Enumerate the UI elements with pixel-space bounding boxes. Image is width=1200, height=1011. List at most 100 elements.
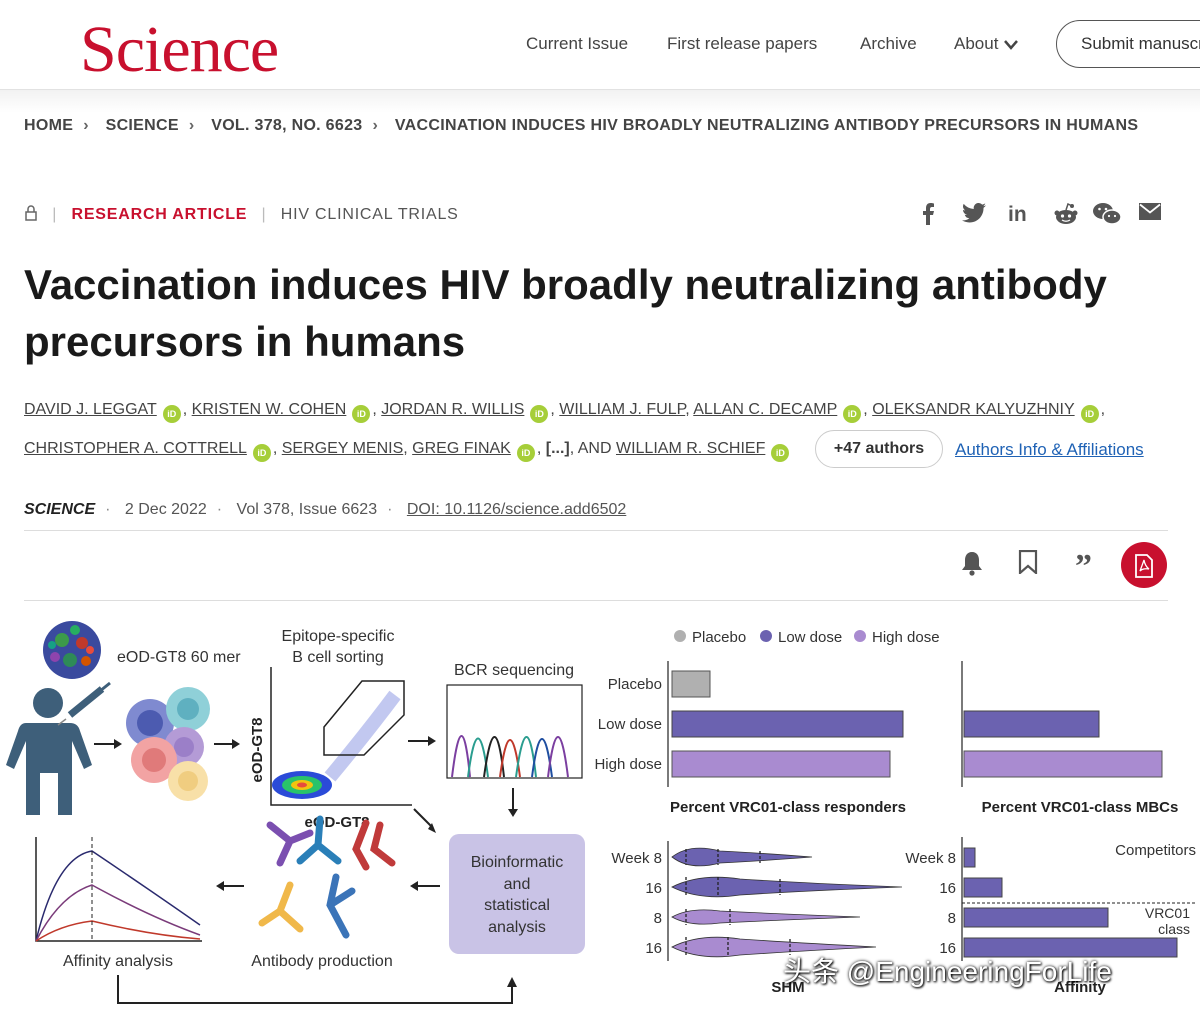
- more-authors-button[interactable]: +47 authors: [815, 430, 943, 468]
- orcid-icon[interactable]: iD: [516, 444, 535, 462]
- legend-swatch-placebo: [674, 630, 686, 642]
- category-placebo: Placebo: [608, 676, 662, 693]
- bookmark-icon[interactable]: [1018, 549, 1038, 580]
- chevron-down-icon: [1004, 39, 1019, 50]
- watermark: 头条 @EngineeringForLife: [783, 956, 1112, 987]
- antibodies-icon: [258, 815, 396, 939]
- author-link[interactable]: GREG FINAK: [412, 440, 511, 457]
- category-low-dose: Low dose: [598, 716, 662, 733]
- affinity-row-4: 16: [939, 940, 956, 957]
- bell-icon[interactable]: [960, 550, 984, 582]
- bar-placebo: [671, 670, 711, 698]
- article-type: RESEARCH ARTICLE: [71, 206, 248, 223]
- breadcrumb-volume[interactable]: VOL. 378, NO. 6623: [211, 117, 363, 134]
- article-category[interactable]: HIV CLINICAL TRIALS: [280, 206, 459, 223]
- sorting-label-2: B cell sorting: [292, 649, 384, 666]
- bioinfo-box: [449, 834, 585, 954]
- pdf-download-button[interactable]: [1121, 542, 1167, 588]
- authors-affiliations-link[interactable]: Authors Info & Affiliations: [955, 440, 1144, 459]
- email-icon[interactable]: [1139, 203, 1161, 226]
- reddit-icon[interactable]: [1053, 202, 1079, 231]
- shm-chart: Week 8 16 8 16 SHM: [611, 841, 903, 996]
- author-link[interactable]: SERGEY MENIS: [281, 440, 404, 457]
- breadcrumb: HOME › SCIENCE › VOL. 378, NO. 6623 › VACCI…: [24, 117, 1148, 135]
- bar-low-dose: [671, 710, 904, 738]
- immunogen-label: eOD-GT8 60 mer: [117, 649, 241, 666]
- affinity-row-1: Week 8: [905, 850, 956, 867]
- article-meta: | RESEARCH ARTICLE | HIV CLINICAL TRIALS: [24, 205, 459, 224]
- nav-first-release[interactable]: First release papers: [667, 34, 818, 53]
- orcid-icon[interactable]: iD: [252, 444, 271, 462]
- divider: [24, 530, 1168, 531]
- orcid-icon[interactable]: iD: [843, 405, 862, 423]
- affinity-label: Affinity: [1054, 979, 1106, 996]
- author-link[interactable]: DAVID J. LEGGAT: [24, 401, 157, 418]
- shm-row-2: 16: [645, 880, 662, 897]
- author-link[interactable]: KRISTEN W. COHEN: [191, 401, 347, 418]
- chevron-right-icon: ›: [372, 117, 379, 134]
- submit-manuscript-button[interactable]: Submit manuscript: [1056, 20, 1200, 68]
- author-link[interactable]: WILLIAM J. FULP: [559, 401, 686, 418]
- author-link[interactable]: ALLAN C. DECAMP: [693, 401, 838, 418]
- pdf-icon: [1135, 554, 1153, 579]
- affinity-curves: [35, 837, 202, 942]
- orcid-icon[interactable]: iD: [771, 444, 790, 462]
- publication-info: SCIENCE · 2 Dec 2022 · Vol 378, Issue 6623…: [24, 501, 627, 518]
- divider: [24, 600, 1168, 601]
- breadcrumb-home[interactable]: HOME: [24, 117, 74, 134]
- legend-swatch-high: [854, 630, 866, 642]
- orcid-icon[interactable]: iD: [1080, 405, 1099, 423]
- nav-current-issue[interactable]: Current Issue: [526, 34, 629, 53]
- affinity-row-3: 8: [948, 910, 956, 927]
- axis-y-label: eOD-GT8: [249, 717, 266, 782]
- author-link[interactable]: WILLIAM R. SCHIEF: [615, 440, 766, 457]
- top-bar: Science Current Issue First release pape…: [0, 0, 1200, 90]
- legend-high-dose: High dose: [872, 629, 940, 646]
- shm-row-1: Week 8: [611, 850, 662, 867]
- orcid-icon[interactable]: iD: [530, 405, 549, 423]
- responders-label: Percent VRC01-class responders: [670, 799, 906, 816]
- orcid-icon[interactable]: iD: [162, 405, 181, 423]
- nanoparticle-icon: [43, 621, 101, 679]
- chevron-right-icon: ›: [188, 117, 195, 134]
- vrc01-class-line-2: class: [1158, 921, 1190, 937]
- chromatogram: [446, 684, 583, 779]
- mbcs-chart: Percent VRC01-class MBCs: [961, 661, 1178, 816]
- graphical-abstract: eOD-GT8 60 mer Epitope-specific B cell s…: [6, 621, 1196, 1004]
- flow-cytometry-plot: [270, 667, 412, 806]
- breadcrumb-bar: [0, 90, 1200, 165]
- authors-line-2: CHRISTOPHER A. COTTRELL iD, SERGEY MENIS,…: [24, 440, 791, 462]
- competitors-label: Competitors: [1115, 842, 1196, 859]
- wechat-icon[interactable]: [1093, 203, 1122, 231]
- bar-mbc-low: [963, 710, 1100, 738]
- authors-ellipsis[interactable]: [...]: [545, 440, 570, 457]
- syringe-icon: [57, 681, 111, 726]
- nav-archive[interactable]: Archive: [860, 34, 917, 53]
- shm-row-3: 8: [654, 910, 662, 927]
- nav-about[interactable]: About: [954, 34, 1019, 54]
- person-icon: [6, 688, 92, 815]
- authors-and: AND: [577, 440, 612, 457]
- axis-x-label: eOD-GT8: [304, 814, 369, 831]
- doi-link[interactable]: DOI: 10.1126/science.add6502: [406, 501, 627, 518]
- author-link[interactable]: CHRISTOPHER A. COTTRELL: [24, 440, 247, 457]
- responders-chart: Placebo Low dose High dose Percent VRC01…: [594, 661, 906, 816]
- chart-legend: Placebo Low dose High dose: [674, 629, 940, 646]
- bioinfo-line-2: and: [504, 876, 531, 893]
- antibody-label: Antibody production: [251, 953, 392, 970]
- legend-placebo: Placebo: [692, 629, 746, 646]
- volume-issue[interactable]: Vol 378, Issue 6623: [236, 501, 378, 518]
- bioinfo-line-1: Bioinformatic: [471, 854, 563, 871]
- authors-line-1: DAVID J. LEGGAT iD, KRISTEN W. COHEN iD, J…: [24, 401, 1105, 423]
- science-logo[interactable]: Science: [80, 13, 279, 86]
- facebook-icon[interactable]: [920, 203, 936, 231]
- quote-icon[interactable]: ”: [1075, 548, 1092, 585]
- twitter-icon[interactable]: [962, 202, 986, 229]
- bioinfo-line-4: analysis: [488, 919, 546, 936]
- orcid-icon[interactable]: iD: [352, 405, 371, 423]
- affinity-row-2: 16: [939, 880, 956, 897]
- breadcrumb-science[interactable]: SCIENCE: [105, 117, 179, 134]
- linkedin-icon[interactable]: in: [1008, 203, 1027, 226]
- author-link[interactable]: JORDAN R. WILLIS: [381, 401, 525, 418]
- author-link[interactable]: OLEKSANDR KALYUZHNIY: [872, 401, 1075, 418]
